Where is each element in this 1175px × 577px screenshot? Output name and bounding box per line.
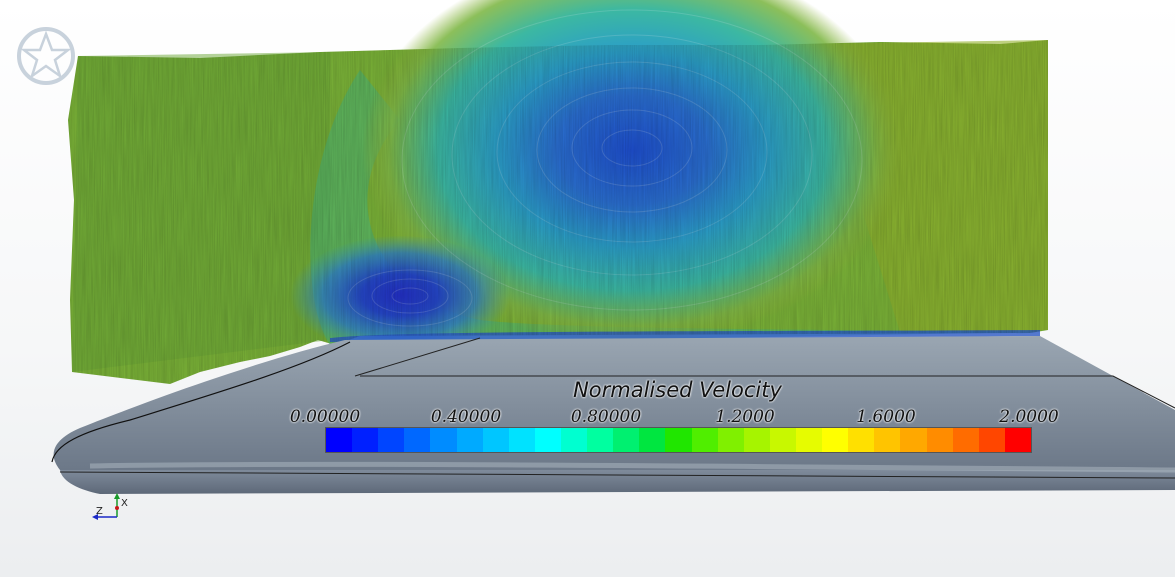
legend-color-step: [822, 428, 849, 452]
legend-color-step: [560, 428, 588, 452]
legend-color-step: [1004, 428, 1031, 452]
legend-color-step: [404, 428, 431, 452]
axis-label-x: X: [121, 498, 128, 509]
legend-color-step: [926, 428, 953, 452]
legend-colorbar: [325, 427, 1032, 453]
legend-color-step: [874, 428, 901, 452]
legend-color-step: [900, 428, 927, 452]
legend-color-step: [613, 428, 640, 452]
legend-color-step: [717, 428, 744, 452]
star-logo-icon: [17, 27, 75, 85]
legend-color-step: [848, 428, 875, 452]
legend-color-step: [508, 428, 535, 452]
legend-tick: 0.40000: [430, 407, 502, 427]
axis-label-z: Z: [96, 506, 103, 517]
axis-triad-icon: [92, 493, 120, 520]
legend-color-step: [378, 428, 405, 452]
legend-color-step: [639, 428, 666, 452]
legend-color-step: [456, 428, 483, 452]
legend-tick: 0.80000: [570, 407, 642, 427]
legend-color-step: [952, 428, 979, 452]
legend-color-step: [534, 428, 561, 452]
legend-color-step: [430, 428, 457, 452]
legend-tick: 1.2000: [715, 407, 775, 427]
legend-color-step: [795, 428, 823, 452]
legend-tick: 2.0000: [999, 407, 1059, 427]
legend-title: Normalised Velocity: [573, 378, 782, 402]
legend-color-step: [978, 428, 1005, 452]
flow-field-plane: [68, 0, 1048, 384]
legend-tick: 1.6000: [856, 407, 916, 427]
legend-color-step: [743, 428, 770, 452]
legend-color-step: [352, 428, 379, 452]
legend-color-step: [665, 428, 692, 452]
legend-color-step: [769, 428, 796, 452]
legend-tick: 0.00000: [289, 407, 361, 427]
legend-color-step: [326, 428, 353, 452]
legend-color-step: [587, 428, 614, 452]
legend-color-step: [482, 428, 509, 452]
legend-color-step: [691, 428, 718, 452]
